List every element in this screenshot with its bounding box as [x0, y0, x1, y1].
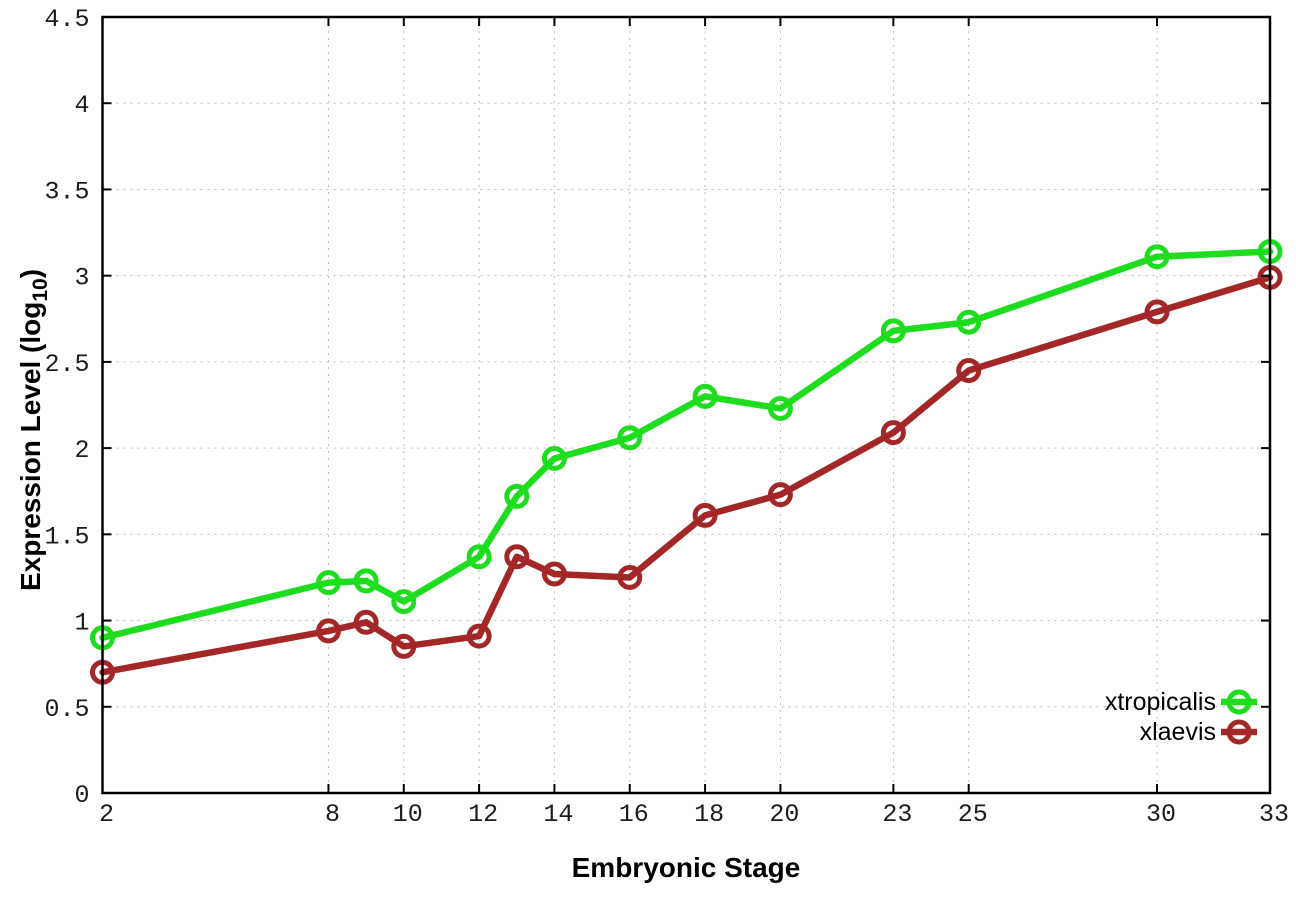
data-point-xlaevis — [466, 623, 492, 649]
x-tick-label: 14 — [543, 800, 573, 829]
data-point-xtropicalis — [391, 589, 417, 615]
x-tick-label: 2 — [99, 800, 114, 829]
legend-marker-sample-xtropicalis — [1226, 689, 1252, 715]
y-tick-label: 0 — [74, 781, 89, 810]
data-point-xtropicalis — [353, 568, 379, 594]
y-axis-title: Expression Level (log10) — [15, 269, 52, 591]
data-point-xtropicalis — [880, 318, 906, 344]
tick-labels: 2 8 10 12 14 16 18 20 23 25 30 33 0 0.5 1 1.5 2 2.5 3 3.5 4 4… — [44, 5, 1289, 829]
y-tick-label: 0.5 — [44, 695, 89, 724]
data-point-xtropicalis — [692, 383, 718, 409]
x-tick-label: 25 — [958, 800, 988, 829]
data-series — [90, 239, 1283, 685]
axes — [101, 15, 1272, 795]
data-point-xtropicalis — [315, 570, 341, 596]
x-tick-label: 10 — [393, 800, 423, 829]
data-point-xtropicalis — [1144, 244, 1170, 270]
legend-label-xtropicalis: xtropicalis — [1105, 688, 1216, 716]
series-line-xtropicalis — [99, 248, 1274, 642]
y-tick-label: 4.5 — [44, 5, 89, 34]
y-tick-label: 2 — [74, 436, 89, 465]
series-line-xlaevis — [99, 274, 1274, 676]
x-tick-label: 16 — [619, 800, 649, 829]
y-axis-title-subscript: 10 — [29, 278, 52, 301]
y-tick-label: 3 — [74, 264, 89, 293]
data-point-xlaevis — [541, 561, 567, 587]
x-tick-label: 23 — [882, 800, 912, 829]
y-tick-label: 4 — [74, 91, 89, 120]
data-point-xlaevis — [617, 564, 643, 590]
y-tick-label: 1 — [74, 609, 89, 638]
x-tick-label: 20 — [769, 800, 799, 829]
data-point-xlaevis — [880, 420, 906, 446]
data-point-xlaevis — [1144, 299, 1170, 325]
data-point-xlaevis — [315, 618, 341, 644]
y-tick-label: 2.5 — [44, 350, 89, 379]
x-tick-label: 8 — [325, 800, 340, 829]
data-point-xlaevis — [767, 482, 793, 508]
legend-label-xlaevis: xlaevis — [1140, 718, 1216, 746]
data-point-xlaevis — [956, 358, 982, 384]
x-tick-label: 18 — [694, 800, 724, 829]
x-axis-title: Embryonic Stage — [572, 852, 801, 883]
x-tick-label: 30 — [1146, 800, 1176, 829]
data-point-xlaevis — [504, 544, 530, 570]
y-tick-label: 1.5 — [44, 522, 89, 551]
data-point-xtropicalis — [617, 425, 643, 451]
data-point-xlaevis — [692, 502, 718, 528]
data-point-xtropicalis — [767, 395, 793, 421]
data-point-xlaevis — [391, 633, 417, 659]
data-point-xtropicalis — [956, 309, 982, 335]
y-axis-title-main: Expression Level (log — [15, 302, 46, 591]
data-point-xtropicalis — [466, 544, 492, 570]
x-tick-label: 33 — [1259, 800, 1289, 829]
data-point-xlaevis — [353, 609, 379, 635]
legend-marker-sample-xlaevis — [1226, 719, 1252, 745]
plot-border — [101, 15, 1272, 795]
data-point-xtropicalis — [504, 483, 530, 509]
y-tick-label: 3.5 — [44, 177, 89, 206]
data-point-xtropicalis — [541, 445, 567, 471]
y-axis-title-end: ) — [15, 269, 46, 278]
x-tick-label: 12 — [468, 800, 498, 829]
